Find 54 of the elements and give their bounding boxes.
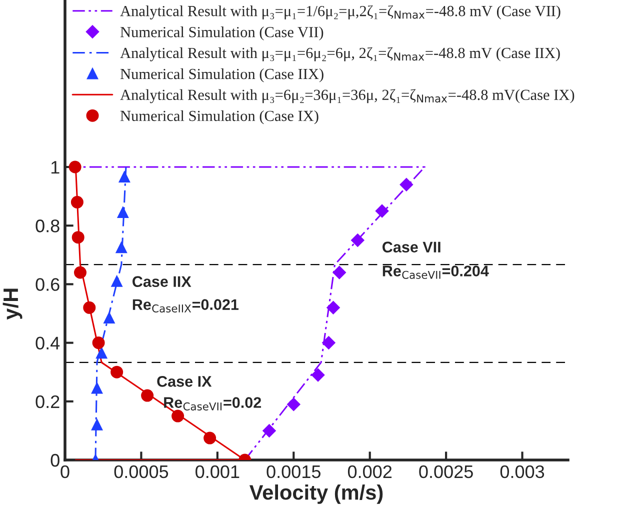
point (111, 276, 122, 287)
point (117, 206, 128, 218)
point (400, 178, 414, 192)
point (375, 204, 389, 218)
point (172, 410, 184, 422)
point (68, 160, 82, 174)
point (204, 432, 216, 444)
legend-label: Analytical Result with μ₃=μ₁=6μ₂=6μ, 2ζ₁=ζ$_{Nmax}$=-48.8 mV (Case IIX) (120, 47, 560, 62)
x-tick-label: 0.0015 (266, 465, 320, 478)
x-tick-label: 0.002 (348, 465, 392, 478)
y-tick-label: 0.8 (36, 220, 60, 232)
point (92, 336, 105, 350)
y-tick-label: 0 (50, 454, 60, 467)
point (116, 242, 127, 254)
x-tick-label: 0.001 (196, 465, 240, 478)
x-tick-label: 0.0005 (114, 465, 168, 478)
point (91, 419, 103, 430)
x-tick-label: 0.003 (500, 465, 544, 478)
legend-label: Numerical Simulation (Case VII) (120, 26, 324, 40)
annotation: Re$_{CaseVII}$=0.02 (164, 397, 262, 410)
point (322, 336, 336, 350)
legend-label: Analytical Result with μ₃=μ₁=1/6μ₂=μ,2ζ₁=ζ$_{Nmax}$=-48.8 mV (Case VII) (120, 5, 560, 20)
y-tick-label: 0.6 (36, 278, 60, 291)
point (74, 266, 86, 279)
point (262, 424, 276, 438)
point (91, 382, 103, 394)
point (332, 266, 346, 280)
annotation: Re$_{CaseIIX}$=0.021 (132, 299, 239, 312)
annotation: Re$_{CaseVII}$=0.204 (382, 266, 489, 279)
y-tick-label: 1 (51, 161, 60, 174)
legend-label: Numerical Simulation (Case IX) (120, 110, 318, 124)
annotation: Case VII (382, 242, 440, 252)
point (70, 196, 84, 208)
point (104, 312, 115, 324)
point (326, 301, 340, 314)
x-axis-title: Velocity (m/s) (249, 484, 383, 504)
y-axis-title: y/H (2, 288, 22, 320)
x-tick-label: 0 (60, 465, 70, 478)
point (118, 171, 130, 183)
point (287, 398, 300, 411)
legend-label: Numerical Simulation (Case IIX) (120, 68, 324, 82)
y-tick-label: 0.2 (36, 395, 60, 408)
annotation: Case IIX (132, 276, 192, 287)
legend-label: Analytical Result with μ₃=6μ₂=36μ₁=36μ, 2ζ₁=ζ$_{Nmax}$=-48.8 mV(Case IX) (120, 89, 574, 104)
x-tick-label: 0.0025 (419, 465, 473, 478)
y-tick-label: 0.4 (36, 336, 60, 350)
point (351, 234, 364, 247)
point (96, 348, 108, 359)
point (141, 389, 154, 402)
point (311, 368, 325, 382)
annotation: Case IX (157, 376, 212, 387)
point (110, 366, 124, 378)
point (83, 301, 96, 314)
point (72, 231, 84, 244)
